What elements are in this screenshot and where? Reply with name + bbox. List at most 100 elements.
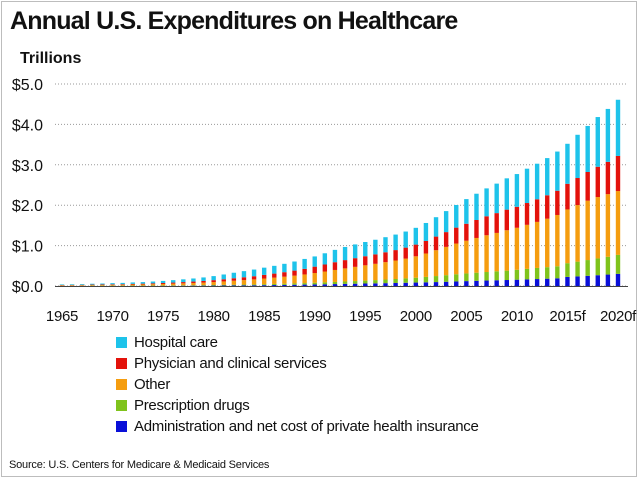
bar-segment <box>363 280 368 284</box>
legend-label: Prescription drugs <box>134 397 250 414</box>
bar-segment <box>282 284 287 286</box>
legend-item: Prescription drugs <box>116 395 479 416</box>
chart-title: Annual U.S. Expenditures on Healthcare <box>10 7 458 35</box>
bar-segment <box>413 277 419 283</box>
bar-segment <box>504 178 509 210</box>
bar-segment <box>160 283 166 286</box>
bar-segment <box>443 281 449 286</box>
bar-segment <box>110 284 115 286</box>
bar-segment <box>393 234 398 251</box>
bar-segment <box>585 260 590 276</box>
bar-segment <box>555 278 560 286</box>
bar-segment <box>261 284 267 286</box>
bar-segment <box>352 244 358 259</box>
bar-segment <box>302 258 307 269</box>
bar-segment <box>171 283 176 286</box>
bar-segment <box>272 277 277 284</box>
x-tick-label: 1985 <box>248 308 280 325</box>
bar-segment <box>575 276 580 286</box>
bar-segment <box>474 193 479 220</box>
x-tick-label: 1990 <box>299 308 331 325</box>
legend-label: Administration and net cost of private h… <box>134 418 479 435</box>
x-tick-label: 2005 <box>450 308 482 325</box>
bar-segment <box>69 285 75 286</box>
bar-segment <box>494 183 499 214</box>
x-tick-label: 1975 <box>147 308 179 325</box>
bar-segment <box>454 243 459 275</box>
bar-segment <box>605 194 611 257</box>
bar-segment <box>595 117 600 167</box>
bar-segment <box>413 227 419 245</box>
bar-segment <box>504 280 509 286</box>
bar-segment <box>191 282 196 286</box>
bar-segment <box>585 171 590 201</box>
bar-segment <box>494 271 499 281</box>
bar-segment <box>615 99 621 156</box>
bar-segment <box>484 272 489 281</box>
legend-swatch <box>116 337 127 348</box>
bar-segment <box>201 285 206 286</box>
bar-segment <box>393 260 398 280</box>
bar-segment <box>231 278 237 281</box>
bar-segment <box>292 283 297 285</box>
bar-segment <box>332 269 338 282</box>
bar-segment <box>80 284 85 285</box>
bar-segment <box>231 285 237 286</box>
bar-segment <box>403 231 408 248</box>
bar-segment <box>342 268 348 282</box>
bar-segment <box>595 275 600 286</box>
bar-segment <box>595 258 600 276</box>
bar-segment <box>383 262 388 280</box>
bar-segment <box>494 280 499 286</box>
bar-segment <box>413 282 419 286</box>
bar-segment <box>524 168 530 204</box>
bar-segment <box>545 267 550 279</box>
bar-segment <box>524 224 530 269</box>
bar-segment <box>575 178 580 206</box>
bar-segment <box>241 271 247 278</box>
bar-segment <box>201 277 206 281</box>
bar-segment <box>464 281 469 286</box>
bar-segment <box>454 227 459 244</box>
bar-segment <box>332 249 338 263</box>
bar-segment <box>514 269 520 280</box>
bar-segment <box>494 232 499 272</box>
bar-segment <box>484 188 489 217</box>
bar-segment <box>181 282 186 284</box>
bar-segment <box>383 237 388 253</box>
bar-segment <box>615 254 621 274</box>
bar-segment <box>433 276 439 283</box>
legend: Hospital care Physician and clinical serv… <box>116 332 479 437</box>
bar-segment <box>514 174 520 207</box>
bar-segment <box>555 190 560 215</box>
bar-segment <box>150 281 156 284</box>
x-tick-label: 2015f <box>549 308 586 325</box>
bar-segment <box>545 278 550 286</box>
bar-segment <box>332 262 338 270</box>
bar-segment <box>312 282 317 285</box>
bar-segment <box>302 283 307 285</box>
bar-segment <box>363 283 368 286</box>
bar-segment <box>484 216 489 236</box>
bar-segment <box>272 265 277 274</box>
bar-segment <box>595 166 600 198</box>
y-tick-label: $1.0 <box>12 239 43 256</box>
bar-segment <box>221 279 226 282</box>
legend-swatch <box>116 379 127 390</box>
bar-segment <box>110 283 115 285</box>
bar-segment <box>433 217 439 237</box>
y-tick-label: $2.0 <box>12 198 43 215</box>
bar-segment <box>443 232 449 247</box>
bar-segment <box>312 284 317 286</box>
bar-segment <box>130 283 135 285</box>
bar-segment <box>211 276 216 281</box>
bar-segment <box>282 272 287 277</box>
bar-segment <box>575 205 580 262</box>
bar-segment <box>241 285 247 286</box>
bar-segment <box>282 263 287 273</box>
bar-segment <box>504 209 509 231</box>
bar-segment <box>302 274 307 284</box>
bar-segment <box>241 280 247 285</box>
bar-segment <box>272 283 277 286</box>
legend-swatch <box>116 358 127 369</box>
